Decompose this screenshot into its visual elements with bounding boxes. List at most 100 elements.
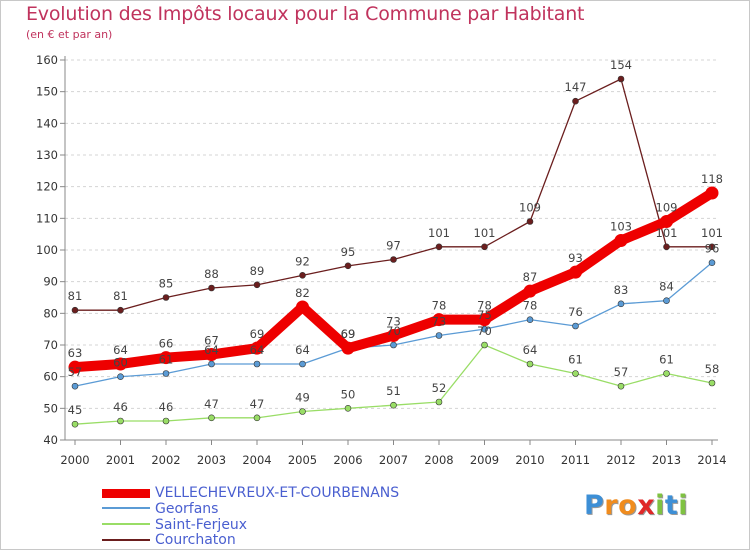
data-point	[572, 97, 579, 105]
data-label: 50	[341, 387, 356, 401]
x-tick-label: 2014	[697, 453, 726, 467]
y-tick-label: 60	[43, 370, 58, 384]
axes	[64, 56, 718, 441]
data-label: 109	[519, 201, 541, 215]
data-label: 70	[477, 324, 492, 338]
data-point	[572, 322, 579, 330]
data-label: 109	[656, 201, 678, 215]
data-point	[708, 379, 716, 387]
data-label: 73	[432, 315, 447, 329]
legend-label-1: Georfans	[155, 501, 219, 517]
data-label: 85	[159, 277, 174, 291]
data-label: 58	[705, 362, 720, 376]
data-label: 60	[113, 356, 128, 370]
data-label: 88	[204, 267, 219, 281]
x-tick-label: 2000	[60, 453, 89, 467]
proxiti-logo: Proxiti	[584, 490, 688, 521]
x-tick-label: 2001	[106, 453, 135, 467]
data-point	[71, 306, 79, 314]
data-labels: 81 81 85 88 89 92 95 97 101 101 109 147 154 101 101 45 4…	[68, 58, 723, 417]
data-point	[478, 313, 491, 327]
data-point	[344, 262, 352, 270]
data-label: 64	[523, 343, 538, 357]
data-point	[617, 75, 625, 83]
data-point	[299, 272, 306, 279]
data-label: 57	[614, 365, 629, 379]
data-point	[390, 401, 397, 409]
chart-subtitle: (en € et par an)	[26, 28, 113, 41]
data-label: 61	[159, 353, 174, 367]
data-label: 96	[705, 242, 720, 256]
data-point	[71, 420, 79, 428]
data-point	[114, 357, 127, 371]
data-point	[569, 265, 582, 279]
legend-swatch-2	[102, 523, 150, 525]
series-line-0	[74, 78, 713, 311]
data-point	[162, 417, 170, 425]
x-tick-label: 2004	[242, 453, 271, 467]
data-point	[253, 281, 261, 289]
x-tick-label: 2011	[561, 453, 590, 467]
data-point	[481, 243, 488, 251]
y-tick-label: 160	[36, 53, 58, 67]
y-tick-label: 80	[43, 306, 58, 320]
legend-swatch-0	[102, 489, 150, 498]
logo-letter: P	[584, 490, 605, 521]
data-label: 101	[428, 226, 450, 240]
legend-label-3: Courchaton	[155, 532, 236, 548]
legend-swatch-3	[102, 539, 150, 541]
data-label: 75	[477, 308, 492, 322]
x-tick-label: 2007	[379, 453, 408, 467]
data-label: 47	[204, 397, 219, 411]
data-point	[341, 341, 355, 355]
data-label: 101	[474, 226, 496, 240]
data-point	[296, 300, 309, 314]
y-tick-label: 110	[36, 211, 58, 225]
data-label: 46	[113, 400, 128, 414]
data-label: 67	[204, 334, 219, 348]
data-point	[435, 332, 443, 339]
data-point	[117, 417, 124, 425]
data-label: 83	[614, 283, 629, 297]
data-label: 81	[68, 289, 83, 303]
logo-letter: i	[655, 490, 665, 521]
legend-label-0: VELLECHEVREUX-ET-COURBENANS	[155, 485, 400, 501]
data-point	[162, 370, 170, 377]
data-label: 92	[295, 254, 310, 268]
data-point	[572, 370, 579, 377]
data-label: 69	[250, 327, 265, 341]
chart-title: Evolution des Impôts locaux pour la Comm…	[26, 3, 585, 25]
data-label: 64	[250, 343, 265, 357]
data-label: 78	[432, 299, 447, 313]
data-point	[117, 373, 124, 380]
data-point	[390, 256, 397, 263]
data-point	[523, 284, 537, 298]
data-point	[159, 351, 173, 365]
data-label: 97	[386, 239, 401, 253]
x-tick-label: 2006	[333, 453, 362, 467]
data-point	[617, 300, 625, 308]
x-axis-ticks: 2000 2001 2002 2003 2004 2005 2006 2007 2008 2009…	[60, 440, 727, 467]
data-label: 84	[659, 280, 674, 294]
data-point	[708, 243, 716, 251]
data-point	[253, 414, 261, 422]
y-tick-label: 70	[43, 338, 58, 352]
data-point	[390, 341, 397, 349]
data-label: 69	[341, 327, 356, 341]
data-point	[208, 414, 215, 422]
data-point	[660, 215, 673, 228]
y-tick-label: 130	[36, 148, 58, 162]
data-label: 52	[432, 381, 447, 395]
data-label: 93	[568, 251, 583, 265]
logo-letter: i	[678, 490, 689, 521]
data-label: 51	[386, 384, 401, 398]
data-label: 103	[610, 220, 632, 234]
data-label: 118	[701, 172, 723, 186]
data-point	[526, 316, 534, 323]
data-point	[435, 398, 443, 406]
data-label: 78	[523, 299, 538, 313]
data-label: 47	[250, 397, 265, 411]
data-point	[614, 234, 628, 247]
data-point	[117, 306, 124, 314]
